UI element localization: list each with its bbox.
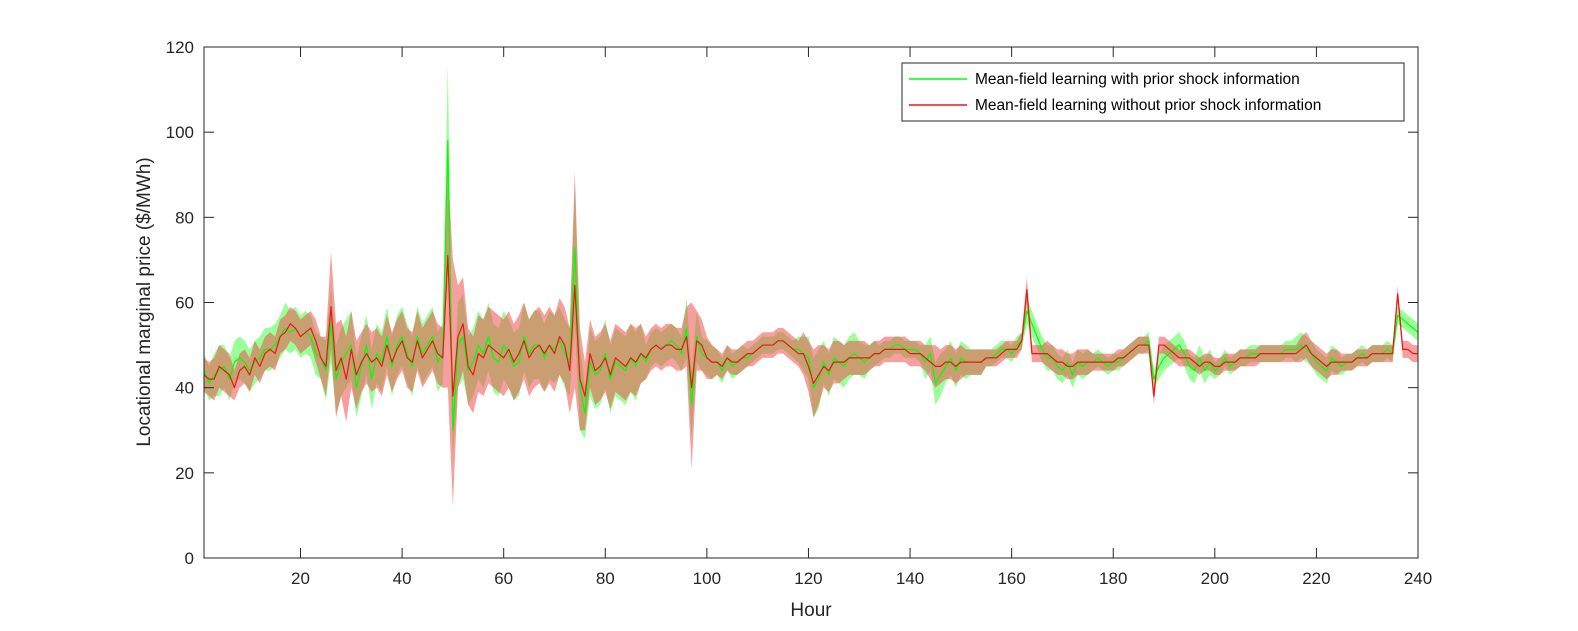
y-tick-label: 0 (185, 549, 194, 568)
x-tick-label: 180 (1099, 569, 1127, 588)
x-tick-label: 40 (393, 569, 412, 588)
legend-box (901, 62, 1405, 122)
y-tick-label: 60 (175, 294, 194, 313)
x-tick-label: 200 (1201, 569, 1229, 588)
plot-background (204, 47, 1418, 558)
y-tick-label: 20 (175, 464, 194, 483)
x-tick-label: 60 (494, 569, 513, 588)
x-tick-label: 220 (1302, 569, 1330, 588)
x-tick-label: 100 (693, 569, 721, 588)
x-tick-label: 240 (1404, 569, 1432, 588)
legend: Mean-field learning with prior shock inf… (901, 62, 1405, 122)
x-tick-label: 140 (896, 569, 924, 588)
y-tick-label: 80 (175, 208, 194, 227)
confidence-bands (204, 64, 1418, 507)
y-axis-label: Locational marginal price ($/MWh) (134, 157, 155, 446)
band-series-2 (204, 166, 1418, 507)
x-tick-label: 20 (291, 569, 310, 588)
y-tick-label: 100 (166, 123, 194, 142)
line-series-2 (203, 255, 1418, 397)
series-lines (203, 140, 1419, 431)
x-tick-label: 120 (794, 569, 822, 588)
legend-label: Mean-field learning with prior shock inf… (975, 71, 1300, 88)
legend-label: Mean-field learning without prior shock … (975, 97, 1321, 114)
x-tick-label: 160 (997, 569, 1025, 588)
line-series-1 (203, 140, 1419, 431)
x-axis-label: Hour (790, 600, 832, 621)
y-tick-label: 120 (166, 38, 194, 57)
axis-ticks: 20 40 60 80 100 120 140 160 180 200 220 240 0 20 40 60 8… (166, 38, 1433, 588)
y-tick-label: 40 (175, 379, 194, 398)
x-tick-label: 80 (596, 569, 615, 588)
